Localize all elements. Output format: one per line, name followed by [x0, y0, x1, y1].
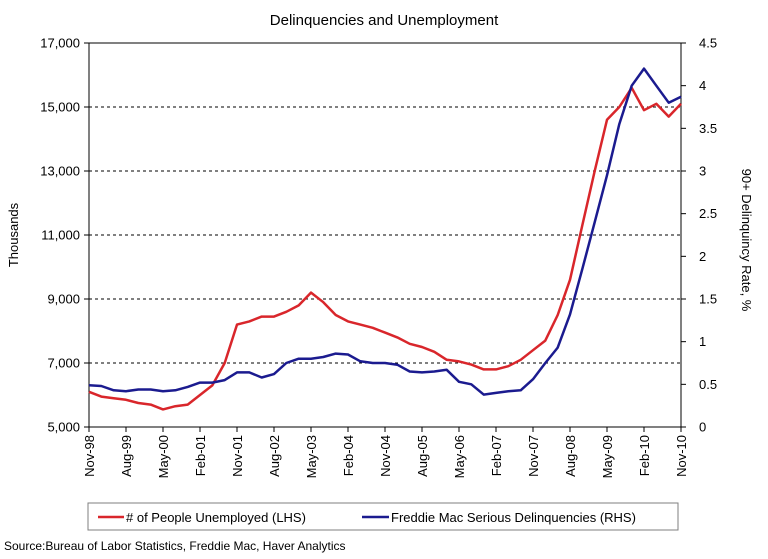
right-tick-label: 4.5 [699, 36, 717, 51]
right-tick-label: 2 [699, 249, 706, 264]
left-tick-label: 17,000 [40, 36, 80, 51]
x-tick-label: Aug-02 [267, 435, 282, 477]
x-tick-label: Aug-99 [119, 435, 134, 477]
series-delinquencies-line [88, 67, 682, 396]
x-axis-ticks: Nov-98 Aug-99 May-00 Feb-01 Nov-01 Aug-02 May-… [82, 427, 689, 478]
x-tick-label: Nov-98 [82, 435, 97, 477]
x-tick-label: May-00 [156, 435, 171, 478]
left-tick-label: 5,000 [47, 420, 80, 435]
right-tick-label: 0 [699, 420, 706, 435]
series-unemployed-line [88, 86, 682, 411]
right-axis-ticks: 0 0.5 1 1.5 2 2.5 3 3.5 4 4.5 [681, 36, 717, 435]
x-tick-label: Nov-07 [526, 435, 541, 477]
legend: # of People Unemployed (LHS) Freddie Mac… [87, 502, 679, 531]
x-tick-label: Aug-08 [563, 435, 578, 477]
x-tick-label: Feb-07 [489, 435, 504, 476]
series-lines [88, 67, 682, 411]
x-tick-label: May-06 [452, 435, 467, 478]
right-tick-label: 1.5 [699, 292, 717, 307]
x-tick-label: May-09 [600, 435, 615, 478]
right-axis-title: 90+ Delinquincy Rate, % [739, 169, 754, 312]
right-tick-label: 4 [699, 78, 706, 93]
left-tick-label: 7,000 [47, 356, 80, 371]
x-tick-label: Nov-01 [230, 435, 245, 477]
right-tick-label: 0.5 [699, 377, 717, 392]
source-note: Source:Bureau of Labor Statistics, Fredd… [4, 539, 346, 553]
x-tick-label: Nov-10 [674, 435, 689, 477]
left-axis-title: Thousands [6, 202, 21, 267]
legend-label-unemployed: # of People Unemployed (LHS) [126, 510, 306, 525]
left-axis-ticks: 5,000 7,000 9,000 11,000 13,000 15,000 17,000 [40, 36, 89, 435]
x-tick-label: Feb-04 [341, 435, 356, 476]
gridlines [89, 106, 681, 364]
x-tick-label: Feb-10 [637, 435, 652, 476]
right-tick-label: 3 [699, 164, 706, 179]
x-tick-label: May-03 [304, 435, 319, 478]
right-tick-label: 3.5 [699, 121, 717, 136]
legend-label-delinquencies: Freddie Mac Serious Delinquencies (RHS) [391, 510, 636, 525]
right-tick-label: 1 [699, 334, 706, 349]
left-tick-label: 9,000 [47, 292, 80, 307]
left-tick-label: 11,000 [41, 228, 80, 243]
x-tick-label: Aug-05 [415, 435, 430, 477]
chart-title: Delinquencies and Unemployment [270, 12, 499, 29]
x-tick-label: Nov-04 [378, 435, 393, 477]
right-tick-label: 2.5 [699, 206, 717, 221]
x-tick-label: Feb-01 [193, 435, 208, 476]
left-tick-label: 15,000 [40, 100, 80, 115]
left-tick-label: 13,000 [40, 164, 80, 179]
